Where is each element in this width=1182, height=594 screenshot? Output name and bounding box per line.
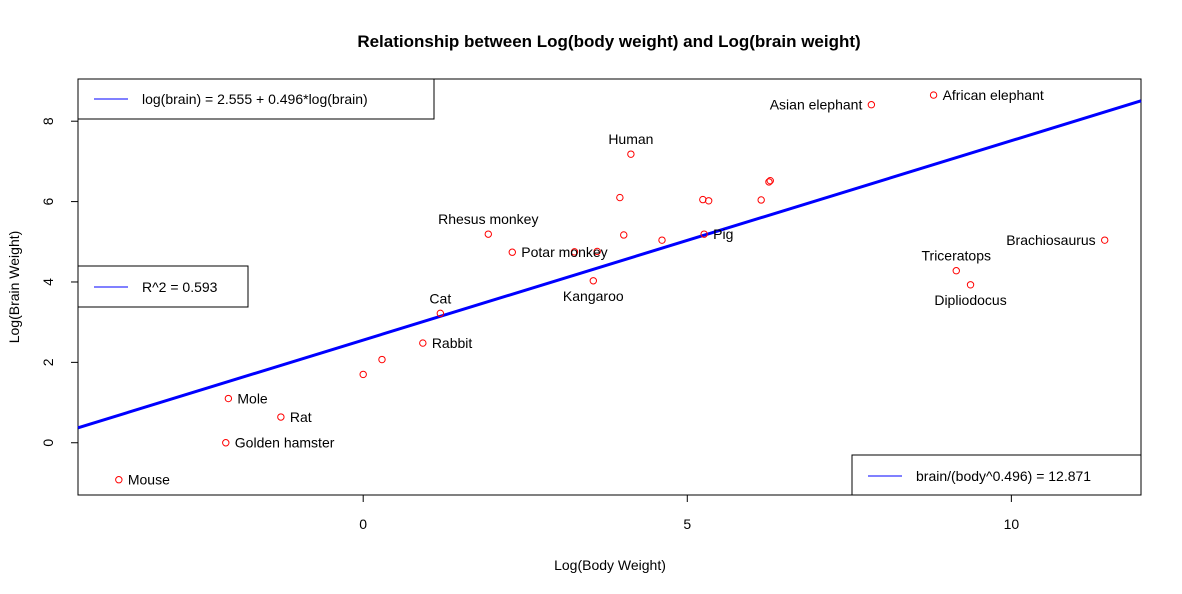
point-label: Pig	[713, 226, 733, 242]
data-point	[570, 248, 579, 256]
data-point	[757, 196, 765, 204]
point-label: African elephant	[943, 87, 1044, 103]
y-tick-label: 2	[40, 358, 56, 366]
y-tick-label: 8	[40, 117, 56, 125]
chart-title: Relationship between Log(body weight) an…	[357, 32, 860, 51]
data-point	[224, 394, 233, 403]
data-point	[419, 339, 427, 347]
legends-layer: log(brain) = 2.555 + 0.496*log(brain) R^…	[77, 78, 1142, 496]
regression-line	[77, 99, 1142, 430]
y-tick-label: 6	[40, 197, 56, 205]
data-point	[765, 178, 773, 186]
x-tick-label: 10	[1004, 516, 1020, 532]
data-point	[484, 230, 492, 238]
point-label: Kangaroo	[563, 288, 624, 304]
data-point	[867, 101, 876, 109]
legend-equation-text: log(brain) = 2.555 + 0.496*log(brain)	[142, 91, 368, 107]
data-point	[593, 247, 601, 256]
x-tick-label: 0	[359, 516, 367, 532]
point-label: Potar monkey	[521, 244, 607, 260]
point-label: Asian elephant	[770, 97, 863, 113]
legend-r2: R^2 = 0.593	[77, 265, 249, 308]
data-point	[378, 355, 386, 364]
data-point	[222, 439, 230, 447]
legend-ratio: brain/(body^0.496) = 12.871	[851, 454, 1142, 496]
point-label: Mole	[237, 391, 268, 407]
y-tick-label: 4	[40, 278, 56, 286]
regression-layer	[77, 99, 1142, 430]
point-label: Golden hamster	[235, 435, 335, 451]
data-point	[700, 230, 708, 238]
point-label: Dipliodocus	[934, 292, 1006, 308]
data-point	[627, 150, 635, 158]
y-tick-label: 0	[40, 439, 56, 447]
data-point	[589, 277, 597, 285]
data-point	[508, 248, 516, 256]
x-axis: 0 5 10	[359, 495, 1019, 532]
x-tick-label: 5	[683, 516, 691, 532]
point-label: Cat	[429, 290, 451, 306]
data-point	[1101, 236, 1109, 244]
x-axis-title: Log(Body Weight)	[554, 557, 666, 573]
point-label: Human	[608, 131, 653, 147]
data-point	[704, 197, 713, 205]
point-label: Rat	[290, 409, 312, 425]
data-point	[359, 370, 367, 379]
point-label: Rabbit	[432, 335, 473, 351]
data-point	[620, 231, 628, 239]
data-point	[929, 91, 938, 99]
legend-r2-text: R^2 = 0.593	[142, 279, 218, 295]
data-point	[616, 193, 624, 202]
y-axis-title: Log(Brain Weight)	[6, 231, 22, 344]
data-point	[436, 309, 445, 318]
point-labels-layer: Mouse Golden hamster Mole Rat Rabbit Cat Rhesu…	[128, 87, 1096, 488]
point-label: Brachiosaurus	[1006, 232, 1096, 248]
point-label: Mouse	[128, 472, 170, 488]
data-point	[952, 267, 960, 275]
data-point	[966, 281, 975, 289]
data-point	[699, 195, 707, 204]
y-axis: 0 2 4 6 8	[40, 117, 78, 447]
points-layer	[115, 91, 1109, 484]
data-point	[766, 176, 774, 185]
data-point	[658, 236, 666, 244]
legend-equation: log(brain) = 2.555 + 0.496*log(brain)	[77, 78, 435, 120]
data-point	[115, 476, 123, 484]
point-label: Rhesus monkey	[438, 211, 538, 227]
data-point	[277, 413, 285, 421]
point-label: Triceratops	[922, 248, 992, 264]
legend-ratio-text: brain/(body^0.496) = 12.871	[916, 468, 1091, 484]
